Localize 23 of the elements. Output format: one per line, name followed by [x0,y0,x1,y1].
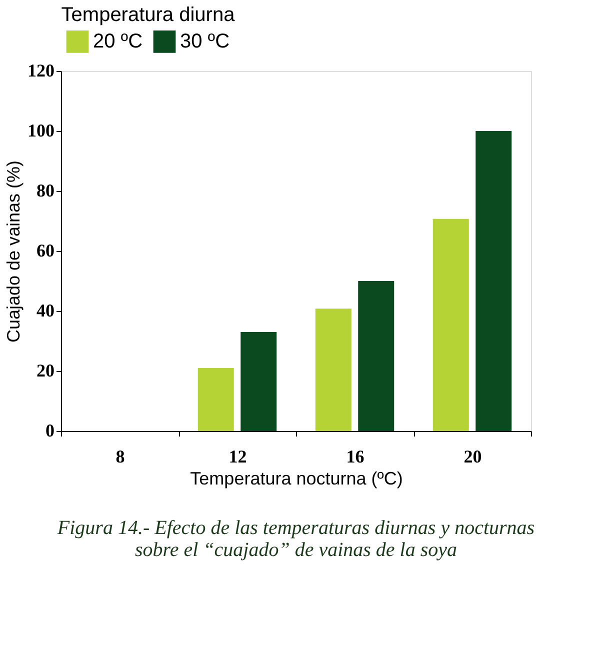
y-tick-label: 20 [36,360,54,380]
x-axis-title: Temperatura nocturna (ºC) [190,468,403,488]
bar [315,308,352,431]
bar [358,281,394,431]
y-tick-label: 40 [36,300,54,320]
text: Figura 14.- Efecto de las temperaturas diurnas y nocturnas sobre el “cuajado” de vainas de la soya [56,517,535,561]
y-tick-label: 80 [36,180,54,200]
bar [198,368,234,431]
bar [476,131,512,431]
y-tick-label: 100 [28,120,54,140]
bar [432,218,469,431]
x-tick-label: 16 [346,446,364,466]
legend-label: 20 ºC [93,30,143,53]
x-tick-label: 12 [228,446,247,466]
legend-title: Temperatura diurna [61,4,236,26]
y-tick-label: 120 [28,60,54,80]
x-tick-label: 20 [464,446,482,466]
y-tick-label: 0 [46,420,54,440]
x-tick-label: 8 [116,446,125,466]
y-tick-label: 60 [36,240,54,260]
bar [240,332,277,431]
legend-label: 30 ºC [180,30,230,53]
y-axis-title: Cuajado de vainas (%) [4,160,24,343]
